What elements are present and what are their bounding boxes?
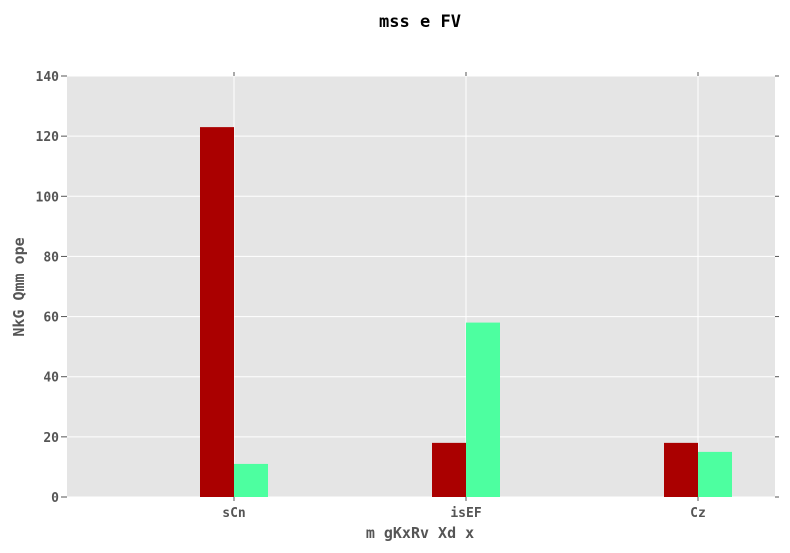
y-tick-label: 0 [51, 491, 59, 506]
y-axis-label: NkG Qmm ope [10, 237, 28, 336]
y-ticks: 0 20 40 60 80 100 120 140 [36, 70, 60, 506]
x-tick-label: Cz [690, 506, 706, 521]
bar-1-isEF [432, 442, 466, 497]
y-tick-label: 120 [36, 130, 60, 145]
y-tick-label: 40 [43, 371, 59, 386]
axes [61, 72, 779, 501]
y-tick-label: 140 [36, 70, 60, 85]
x-tick-label: isEF [450, 506, 481, 521]
y-tick-label: 20 [43, 431, 59, 446]
bars [200, 127, 732, 497]
plot-area [67, 76, 775, 497]
x-tick-label: sCn [222, 506, 245, 521]
bar-1-sCn [200, 127, 234, 497]
bar-1-Cz [664, 442, 698, 497]
bar-2-sCn [234, 463, 268, 497]
bar-2-isEF [466, 322, 500, 497]
y-tick-label: 80 [43, 250, 59, 265]
bar-2-Cz [698, 451, 732, 497]
y-tick-label: 60 [43, 311, 59, 326]
chart-title: mss e FV [379, 12, 461, 32]
y-tick-label: 100 [36, 190, 60, 205]
x-ticks: sCn isEF Cz [222, 506, 706, 521]
x-axis-label: m gKxRv Xd x [366, 524, 474, 542]
